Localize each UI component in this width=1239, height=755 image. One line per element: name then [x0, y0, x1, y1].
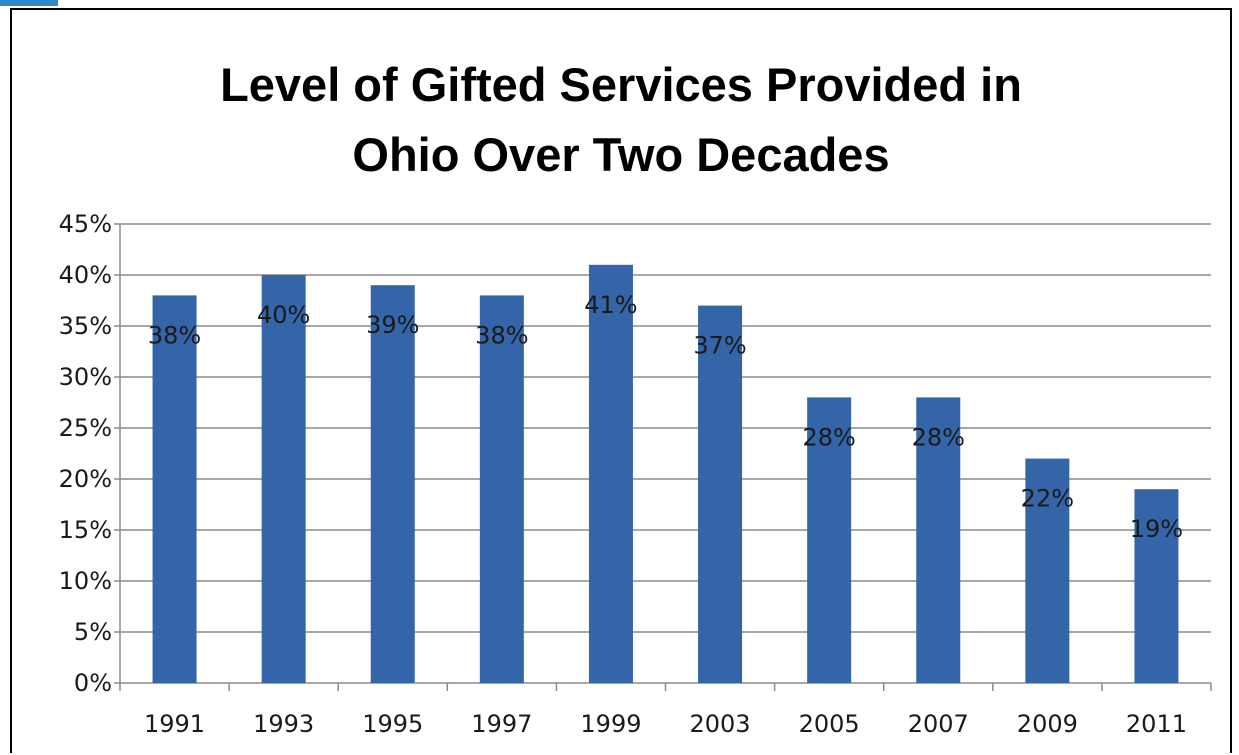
corner-accent: [0, 0, 58, 6]
bar: [916, 397, 961, 683]
y-axis-tick-labels: 0% 5% 10% 15% 20% 25% 30% 35% 40% 45%: [59, 210, 112, 697]
x-axis-tick-labels: 1991 1993 1995 1997 1999 2003 2005 2007 2009 2011: [144, 710, 1187, 738]
data-labels: 38% 40% 39% 38% 41% 37% 28% 28% 22% 19%: [148, 291, 1183, 543]
y-tick-label: 10%: [59, 567, 112, 595]
x-tick-label: 1999: [580, 710, 641, 738]
bar: [698, 305, 743, 683]
bar: [588, 264, 633, 683]
chart-title-line-2: Ohio Over Two Decades: [352, 128, 890, 181]
bar: [370, 285, 415, 683]
data-label: 39%: [366, 311, 419, 339]
y-tick-label: 35%: [59, 312, 112, 340]
y-tick-label: 30%: [59, 363, 112, 391]
y-tick-label: 45%: [59, 210, 112, 238]
chart-title-line-1: Level of Gifted Services Provided in: [220, 58, 1022, 111]
x-tick-label: 2011: [1126, 710, 1187, 738]
x-tick-label: 2003: [690, 710, 751, 738]
data-label: 22%: [1021, 485, 1074, 513]
y-tick-label: 20%: [59, 465, 112, 493]
data-label: 38%: [475, 321, 528, 349]
data-label: 41%: [584, 291, 637, 319]
bar: [261, 275, 306, 683]
x-tick-label: 2007: [908, 710, 969, 738]
x-tick-label: 1991: [144, 710, 205, 738]
x-tick-label: 2009: [1017, 710, 1078, 738]
data-label: 40%: [257, 301, 310, 329]
bar: [1025, 458, 1070, 683]
chart-title: Level of Gifted Services Provided in Ohi…: [12, 50, 1230, 190]
bar: [1134, 489, 1179, 683]
x-tick-label: 1995: [362, 710, 423, 738]
data-label: 28%: [802, 423, 855, 451]
bar: [152, 295, 197, 683]
data-label: 37%: [693, 332, 746, 360]
y-tick-label: 5%: [74, 618, 112, 646]
y-tick-label: 25%: [59, 414, 112, 442]
y-tick-label: 15%: [59, 516, 112, 544]
x-tick-label: 1997: [471, 710, 532, 738]
data-label: 19%: [1130, 515, 1183, 543]
x-tick-label: 1993: [253, 710, 314, 738]
bar: [807, 397, 852, 683]
data-label: 28%: [912, 423, 965, 451]
x-tick-label: 2005: [799, 710, 860, 738]
bar: [479, 295, 524, 683]
data-label: 38%: [148, 321, 201, 349]
y-tick-label: 40%: [59, 261, 112, 289]
y-tick-label: 0%: [74, 669, 112, 697]
bars: [152, 264, 1179, 683]
